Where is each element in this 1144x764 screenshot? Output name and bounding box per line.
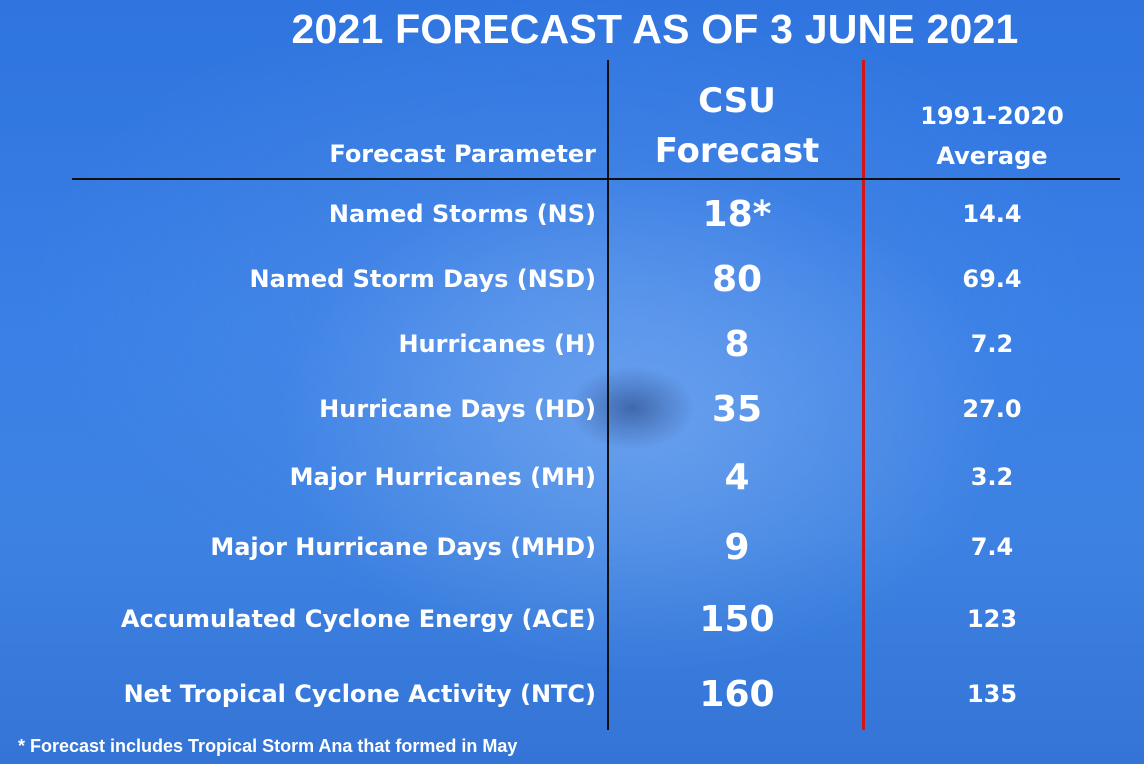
row-average-value: 7.2 <box>970 330 1014 358</box>
header-csu-forecast: CSU Forecast <box>610 76 864 176</box>
table-row: Major Hurricane Days (MHD) 9 7.4 <box>0 517 1144 577</box>
row-average-value: 14.4 <box>962 200 1022 228</box>
row-parameter: Named Storms (NS) <box>328 200 596 228</box>
header-avg-line2: Average <box>936 142 1048 170</box>
row-average-value: 69.4 <box>962 265 1022 293</box>
header-average: 1991-2020 Average <box>866 96 1118 176</box>
row-csu-value: 18* <box>702 193 772 235</box>
row-csu-value: 35 <box>711 388 763 430</box>
table-row: Named Storms (NS) 18* 14.4 <box>0 184 1144 244</box>
column-divider-left <box>607 60 609 730</box>
table-row: Net Tropical Cyclone Activity (NTC) 160 13… <box>0 664 1144 724</box>
table-row: Hurricane Days (HD) 35 27.0 <box>0 379 1144 439</box>
table-row: Named Storm Days (NSD) 80 69.4 <box>0 249 1144 309</box>
table-row: Hurricanes (H) 8 7.2 <box>0 314 1144 374</box>
row-csu-value: 160 <box>699 673 775 715</box>
row-average-value: 123 <box>966 605 1018 633</box>
row-csu-value: 150 <box>699 598 775 640</box>
slide-title: 2021 FORECAST AS OF 3 JUNE 2021 <box>291 6 1019 52</box>
header-csu-line2: Forecast <box>654 131 820 171</box>
footnote: * Forecast includes Tropical Storm Ana t… <box>18 736 518 756</box>
header-underline <box>72 178 1120 180</box>
row-csu-value: 9 <box>724 526 750 568</box>
row-parameter: Net Tropical Cyclone Activity (NTC) <box>123 680 596 708</box>
row-csu-value: 4 <box>724 456 750 498</box>
table-row: Major Hurricanes (MH) 4 3.2 <box>0 447 1144 507</box>
row-parameter: Hurricane Days (HD) <box>319 395 596 423</box>
row-parameter: Hurricanes (H) <box>398 330 596 358</box>
row-average-value: 7.4 <box>970 533 1014 561</box>
row-parameter: Accumulated Cyclone Energy (ACE) <box>120 605 596 633</box>
row-csu-value: 8 <box>724 323 750 365</box>
row-average-value: 135 <box>966 680 1018 708</box>
row-parameter: Major Hurricanes (MH) <box>289 463 596 491</box>
header-forecast-parameter: Forecast Parameter <box>329 140 596 168</box>
row-parameter: Major Hurricane Days (MHD) <box>210 533 596 561</box>
row-csu-value: 80 <box>711 258 763 300</box>
header-csu-line1: CSU <box>698 81 776 121</box>
table-row: Accumulated Cyclone Energy (ACE) 150 123 <box>0 589 1144 649</box>
row-average-value: 3.2 <box>970 463 1014 491</box>
header-avg-line1: 1991-2020 <box>920 102 1064 130</box>
row-average-value: 27.0 <box>962 395 1022 423</box>
column-divider-red <box>862 60 865 730</box>
row-parameter: Named Storm Days (NSD) <box>249 265 596 293</box>
